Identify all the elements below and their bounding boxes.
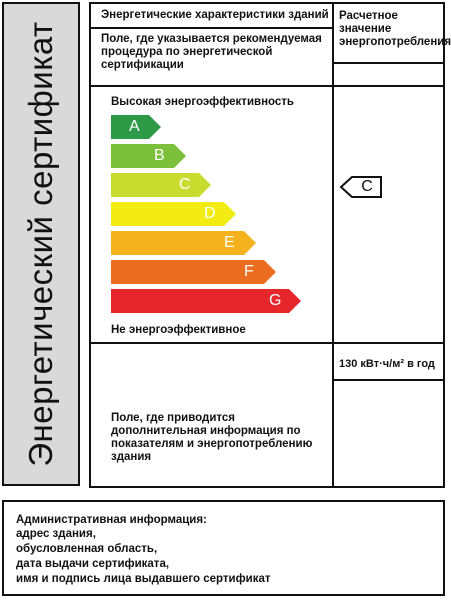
- efficiency-bar-shape: [111, 202, 236, 226]
- calc-value-header: Расчетное значение энергопотребления: [339, 10, 451, 48]
- efficiency-bar-letter: A: [129, 118, 140, 135]
- efficiency-bar-shape: [111, 260, 276, 284]
- admin-info-title: Административная информация:: [16, 514, 207, 526]
- efficiency-bar-c: C: [111, 173, 211, 197]
- efficiency-bar-shape: [111, 173, 211, 197]
- certificate-side-band: Энергетический сертификат: [2, 2, 80, 486]
- column-divider: [332, 4, 334, 486]
- efficiency-bar-letter: E: [224, 234, 235, 251]
- indicator-arrow-shape: [339, 176, 382, 198]
- high-efficiency-label: Высокая энергоэффективность: [111, 96, 294, 108]
- efficiency-bar-shape: [111, 231, 256, 255]
- efficiency-bar-a: A: [111, 115, 161, 139]
- efficiency-bar-shape: [111, 289, 301, 313]
- efficiency-bar-letter: B: [154, 147, 165, 164]
- low-efficiency-label: Не энергоэффективное: [111, 324, 246, 336]
- efficiency-bar-e: E: [111, 231, 256, 255]
- additional-info-note: Поле, где приводится дополнительная инфо…: [111, 412, 313, 463]
- efficiency-bar-d: D: [111, 202, 236, 226]
- efficiency-bar-f: F: [111, 260, 276, 284]
- efficiency-bar-letter: F: [244, 263, 254, 280]
- note-divider: [91, 85, 443, 87]
- efficiency-bar-b: B: [111, 144, 186, 168]
- admin-info-line: дата выдачи сертификата,: [16, 558, 170, 570]
- certificate-side-title: Энергетический сертификат: [22, 21, 59, 467]
- header-divider: [91, 27, 332, 29]
- scale-divider: [91, 342, 443, 344]
- recommended-note: Поле, где указывается рекомендуемая проц…: [101, 33, 322, 71]
- top-header: Энергетические характеристики зданий: [101, 9, 329, 21]
- indicator-arrow: C: [339, 175, 383, 199]
- efficiency-bar-letter: G: [269, 292, 282, 309]
- efficiency-bar-shape: [111, 115, 161, 139]
- consumption-value: 130 кВт·ч/м² в год: [339, 358, 435, 370]
- certificate-frame: Энергетические характеристики зданий Пол…: [89, 2, 451, 488]
- calc-header-divider: [332, 62, 443, 64]
- efficiency-bar-letter: C: [179, 176, 191, 193]
- efficiency-bar-g: G: [111, 289, 301, 313]
- admin-info-line: обусловленная область,: [16, 543, 158, 555]
- efficiency-bar-shape: [111, 144, 186, 168]
- admin-info-line: адрес здания,: [16, 528, 96, 540]
- value-divider: [332, 379, 443, 381]
- efficiency-bar-letter: D: [204, 205, 216, 222]
- admin-info-box: Административная информация: адрес здани…: [2, 500, 445, 596]
- indicator-letter: C: [361, 178, 373, 195]
- admin-info-line: имя и подпись лица выдавшего сертификат: [16, 573, 271, 585]
